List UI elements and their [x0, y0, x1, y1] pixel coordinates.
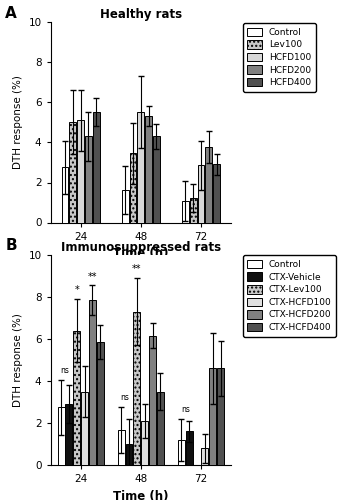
Legend: Control, Lev100, HCFD100, HCFD200, HCFD400: Control, Lev100, HCFD100, HCFD200, HCFD4…: [243, 23, 316, 92]
Bar: [190, 198, 197, 222]
Text: ns: ns: [181, 404, 190, 413]
Bar: [217, 368, 224, 465]
Title: Healthy rats: Healthy rats: [100, 8, 182, 22]
Bar: [213, 164, 220, 222]
Bar: [73, 330, 80, 465]
Bar: [201, 448, 208, 465]
Bar: [122, 190, 129, 222]
Bar: [81, 392, 88, 465]
Bar: [205, 148, 212, 222]
Text: **: **: [88, 272, 97, 282]
Bar: [153, 136, 160, 222]
Text: ns: ns: [61, 366, 69, 374]
Bar: [65, 404, 72, 465]
Bar: [97, 342, 104, 465]
Bar: [61, 168, 69, 222]
Text: ns: ns: [121, 393, 130, 402]
Bar: [186, 432, 193, 465]
Bar: [157, 392, 164, 465]
Text: **: **: [132, 264, 142, 274]
Text: *: *: [74, 285, 79, 295]
Text: B: B: [5, 238, 17, 253]
X-axis label: Time (h): Time (h): [113, 247, 169, 260]
Bar: [149, 336, 156, 465]
Bar: [130, 154, 136, 222]
Bar: [134, 312, 140, 465]
Text: A: A: [5, 6, 17, 22]
Bar: [93, 112, 100, 222]
Bar: [145, 116, 152, 222]
Bar: [178, 440, 185, 465]
Bar: [69, 122, 76, 222]
Bar: [89, 300, 96, 465]
Bar: [118, 430, 125, 465]
Y-axis label: DTH response (%): DTH response (%): [13, 313, 23, 407]
Bar: [58, 407, 65, 465]
Bar: [85, 136, 92, 222]
Bar: [77, 120, 84, 222]
Bar: [126, 444, 132, 465]
Bar: [137, 112, 144, 222]
Legend: Control, CTX-Vehicle, CTX-Lev100, CTX-HCFD100, CTX-HCFD200, CTX-HCFD400: Control, CTX-Vehicle, CTX-Lev100, CTX-HC…: [243, 256, 336, 336]
Bar: [209, 368, 216, 465]
Title: Immunosuppressed rats: Immunosuppressed rats: [61, 241, 221, 254]
X-axis label: Time (h): Time (h): [113, 490, 169, 500]
Bar: [197, 166, 204, 222]
Y-axis label: DTH response (%): DTH response (%): [13, 76, 23, 170]
Bar: [141, 421, 148, 465]
Bar: [182, 200, 189, 222]
